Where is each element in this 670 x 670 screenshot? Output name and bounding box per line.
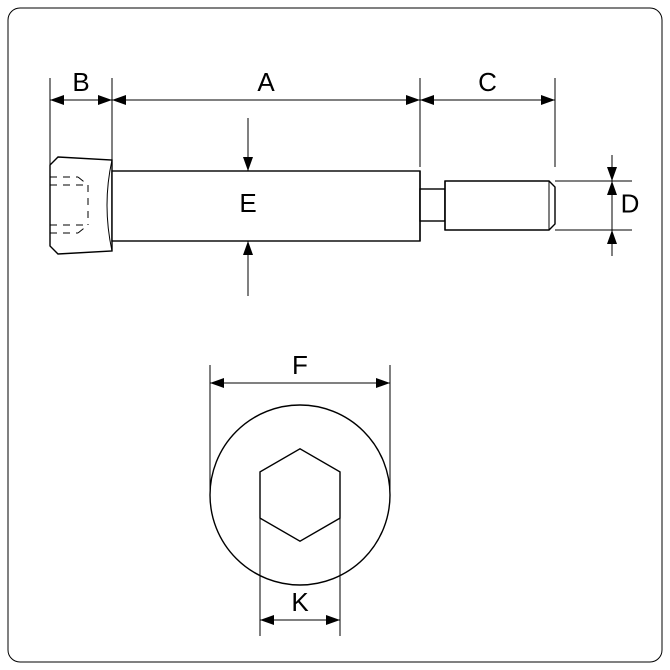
dim-label-b: B	[72, 67, 89, 97]
dim-label-c: C	[478, 67, 497, 97]
dim-label-f: F	[292, 350, 308, 380]
dim-label-a: A	[257, 67, 275, 97]
dim-label-k: K	[291, 587, 309, 617]
dim-label-e: E	[239, 188, 256, 218]
dim-label-d: D	[621, 188, 640, 218]
